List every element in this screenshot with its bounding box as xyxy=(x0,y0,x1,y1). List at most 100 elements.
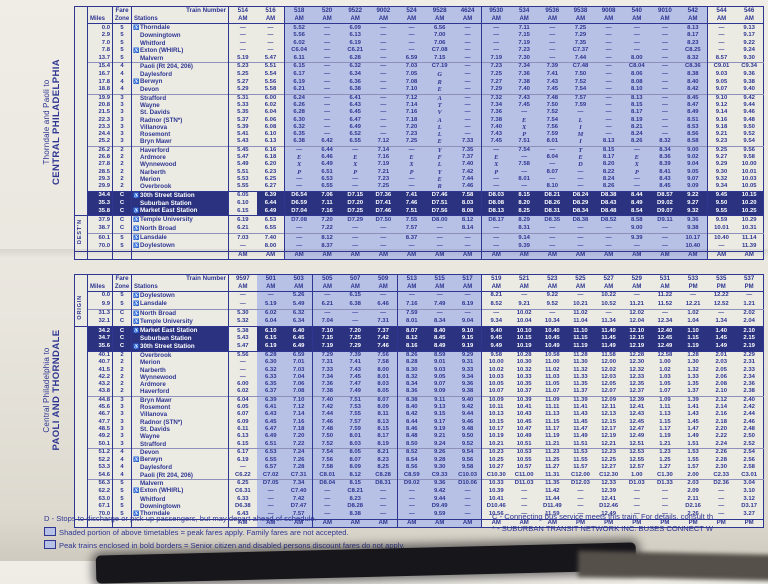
time-cell: 1.49 xyxy=(707,342,736,352)
time-cell: 12.53 xyxy=(622,447,651,457)
time-cell: 10.00 xyxy=(741,161,757,168)
miles-cell: 51.2 xyxy=(87,447,113,457)
time-cell: 8.12 xyxy=(312,233,342,243)
time-cell: 6.18 xyxy=(264,154,277,161)
zone-cell: 4 xyxy=(112,70,132,79)
miles-cell: 0.0 xyxy=(87,291,113,301)
zone-cell: 5 xyxy=(112,300,132,309)
time-cell: 8.31 xyxy=(510,224,539,234)
time-cell: 6.19 xyxy=(341,39,370,47)
time-cell: — xyxy=(397,183,426,192)
time-cell: — xyxy=(650,70,679,79)
time-cell: 12.34 xyxy=(657,318,673,325)
time-cell: 1.33 xyxy=(687,373,699,380)
outbound-timetable-block: Central Philadelphia to PAOLI AND THORND… xyxy=(42,260,768,528)
table-row: 32.1 C ♿Temple University 5.32 6.04 6.34 7.04—… xyxy=(75,317,764,327)
time-cell: — xyxy=(481,39,511,47)
time-cell: — xyxy=(690,292,697,299)
time-cell: 12.00 xyxy=(601,359,616,366)
time-cell: 8.40 xyxy=(396,404,426,412)
station-cell: Devon xyxy=(131,86,229,95)
ampm-footer: AM xyxy=(284,250,313,260)
time-cell: 10.20 xyxy=(735,199,764,208)
time-cell: C8.28 xyxy=(369,471,398,480)
time-cell: D8.43 xyxy=(594,199,623,208)
time-cell: 8.41 xyxy=(650,168,679,176)
time-cell: — xyxy=(633,292,640,299)
time-cell: 11.11 xyxy=(545,404,560,411)
time-cell: 8.17 xyxy=(679,32,708,40)
time-cell: 7.23 xyxy=(397,131,426,139)
time-cell: D10.06 xyxy=(453,479,483,488)
time-cell: 8.59 xyxy=(425,351,454,360)
time-cell: 8.46 xyxy=(396,425,426,434)
table-row: 15.4 4 Paoli (Rt 204, 206) 5.23 5.51 6.15—6.3… xyxy=(75,62,764,71)
time-cell: 5.38 xyxy=(228,326,257,336)
train-number: 527 xyxy=(603,274,614,282)
time-cell: — xyxy=(521,502,528,509)
time-cell: — xyxy=(538,224,567,234)
station-name: Radnor (STN*) xyxy=(140,116,183,124)
time-cell: 8.44 xyxy=(396,418,426,426)
time-cell: — xyxy=(369,39,398,47)
time-cell: 5.41 xyxy=(237,131,249,138)
time-cell: D8.48 xyxy=(594,207,623,217)
time-cell: — xyxy=(622,242,651,252)
time-cell: — xyxy=(481,46,511,56)
time-cell: 6.04 xyxy=(264,109,277,116)
station-cell: Overbrook xyxy=(131,183,229,192)
time-cell: 7.58 xyxy=(369,359,398,367)
time-cell: 10.40 xyxy=(707,233,736,243)
time-cell: 7.46 xyxy=(397,199,426,208)
zone-cell: 5 xyxy=(112,32,132,40)
time-cell: 5.51 xyxy=(256,62,285,71)
time-cell: 10.25 xyxy=(488,456,504,463)
direction-label-line1: Central Philadelphia to xyxy=(42,347,51,433)
train-number: 9528 xyxy=(425,6,454,15)
time-cell: — xyxy=(453,78,483,87)
time-cell: — xyxy=(538,23,567,33)
time-cell: 1.34 xyxy=(715,318,727,325)
time-cell: 6.02 xyxy=(256,308,285,318)
time-cell: 1.45 xyxy=(707,335,736,343)
time-cell: 1.43 xyxy=(687,411,699,418)
time-cell: 10.02 xyxy=(510,308,539,318)
miles-cell: 34.4 xyxy=(87,190,113,200)
time-cell: 1.51 xyxy=(687,440,699,447)
footnote-shaded-text: Shaded portion of above timetables = pea… xyxy=(59,528,349,537)
time-cell: 11.33 xyxy=(573,373,588,380)
time-cell: 8.21 xyxy=(490,292,502,299)
table-row: 40.7 2 Merion —6.30 7.01 7.31 7.41 7.58 8.28 9.01… xyxy=(75,359,764,367)
station-name: Doylestown xyxy=(140,242,175,250)
time-cell: 5.43 xyxy=(237,138,249,145)
time-cell: D1.03 xyxy=(622,479,651,488)
time-cell: 8.25 xyxy=(369,464,398,472)
time-cell: D8.28 xyxy=(341,502,370,511)
time-cell: 8.29 xyxy=(510,215,539,225)
time-cell: C10.03 xyxy=(453,471,483,480)
train-number: 515 xyxy=(425,273,454,283)
time-cell: 7.49 xyxy=(425,300,454,309)
time-cell: 8.45 xyxy=(679,93,708,102)
time-cell: 9.24 xyxy=(743,47,755,54)
time-cell: — xyxy=(521,495,528,502)
time-cell: 6.41 xyxy=(256,404,285,412)
time-cell: 7.35 xyxy=(566,39,595,47)
time-cell: 10.11 xyxy=(489,404,504,411)
time-cell: 2.19 xyxy=(735,342,764,352)
time-cell: — xyxy=(566,168,595,176)
time-cell: 8.01 xyxy=(538,138,567,147)
time-cell: 9.07 xyxy=(425,381,454,389)
time-cell: — xyxy=(622,175,651,184)
time-cell: — xyxy=(369,233,398,243)
time-cell: 8.00 xyxy=(622,55,651,63)
station-cell: Merion xyxy=(131,175,229,184)
time-cell: 9.32 xyxy=(679,207,708,217)
table-row: 50.1 3 Strafford 6.15 6.51 7.22 7.52 8.03 8.19 8.… xyxy=(75,440,764,449)
station-cell: Wynnewood xyxy=(131,161,229,169)
station-name: Doylestown xyxy=(140,291,175,299)
time-cell: D12.03 xyxy=(566,479,595,488)
miles-cell: 32.1 xyxy=(87,317,113,327)
table-row: 28.5 2 Narberth 5.51 6.23 P 6.51 P 7.21 P Y 7.42 P —8… xyxy=(75,168,764,176)
time-cell: 10.01 xyxy=(714,225,729,232)
